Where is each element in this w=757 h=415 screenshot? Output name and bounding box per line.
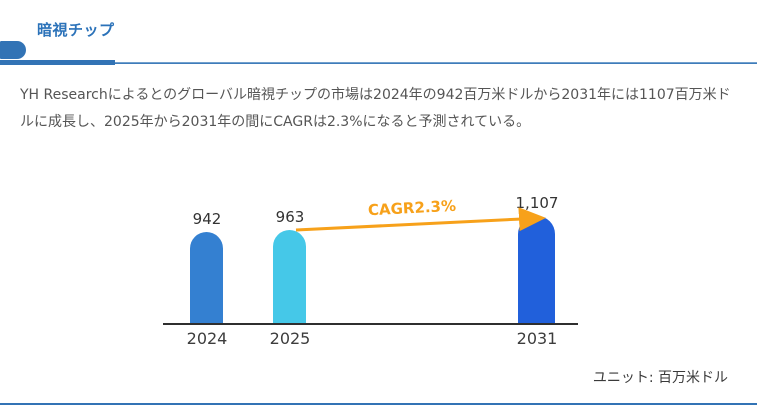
tick-label-2025: 2025 xyxy=(269,329,311,348)
bar-2024 xyxy=(190,232,223,323)
cagr-label: CAGR2.3% xyxy=(367,196,457,220)
tick-label-2031: 2031 xyxy=(516,329,558,348)
tick-label-2024: 2024 xyxy=(186,329,228,348)
value-label-2025: 963 xyxy=(275,208,305,226)
bottom-rule xyxy=(0,403,757,405)
title-accent-block xyxy=(0,41,26,59)
page-title: 暗視チップ xyxy=(37,21,115,39)
value-label-2031: 1,107 xyxy=(515,194,559,212)
bar-2025 xyxy=(273,230,306,323)
x-axis xyxy=(163,323,578,325)
bar-2031 xyxy=(518,216,555,323)
header-rule-thick xyxy=(0,60,115,65)
value-label-2024: 942 xyxy=(192,210,222,228)
unit-label: ユニット: 百万米ドル xyxy=(592,370,728,386)
market-description: YH Researchによるとのグローバル暗視チップの市場は2024年の942百… xyxy=(20,87,731,130)
header-rule-thin xyxy=(115,61,757,64)
